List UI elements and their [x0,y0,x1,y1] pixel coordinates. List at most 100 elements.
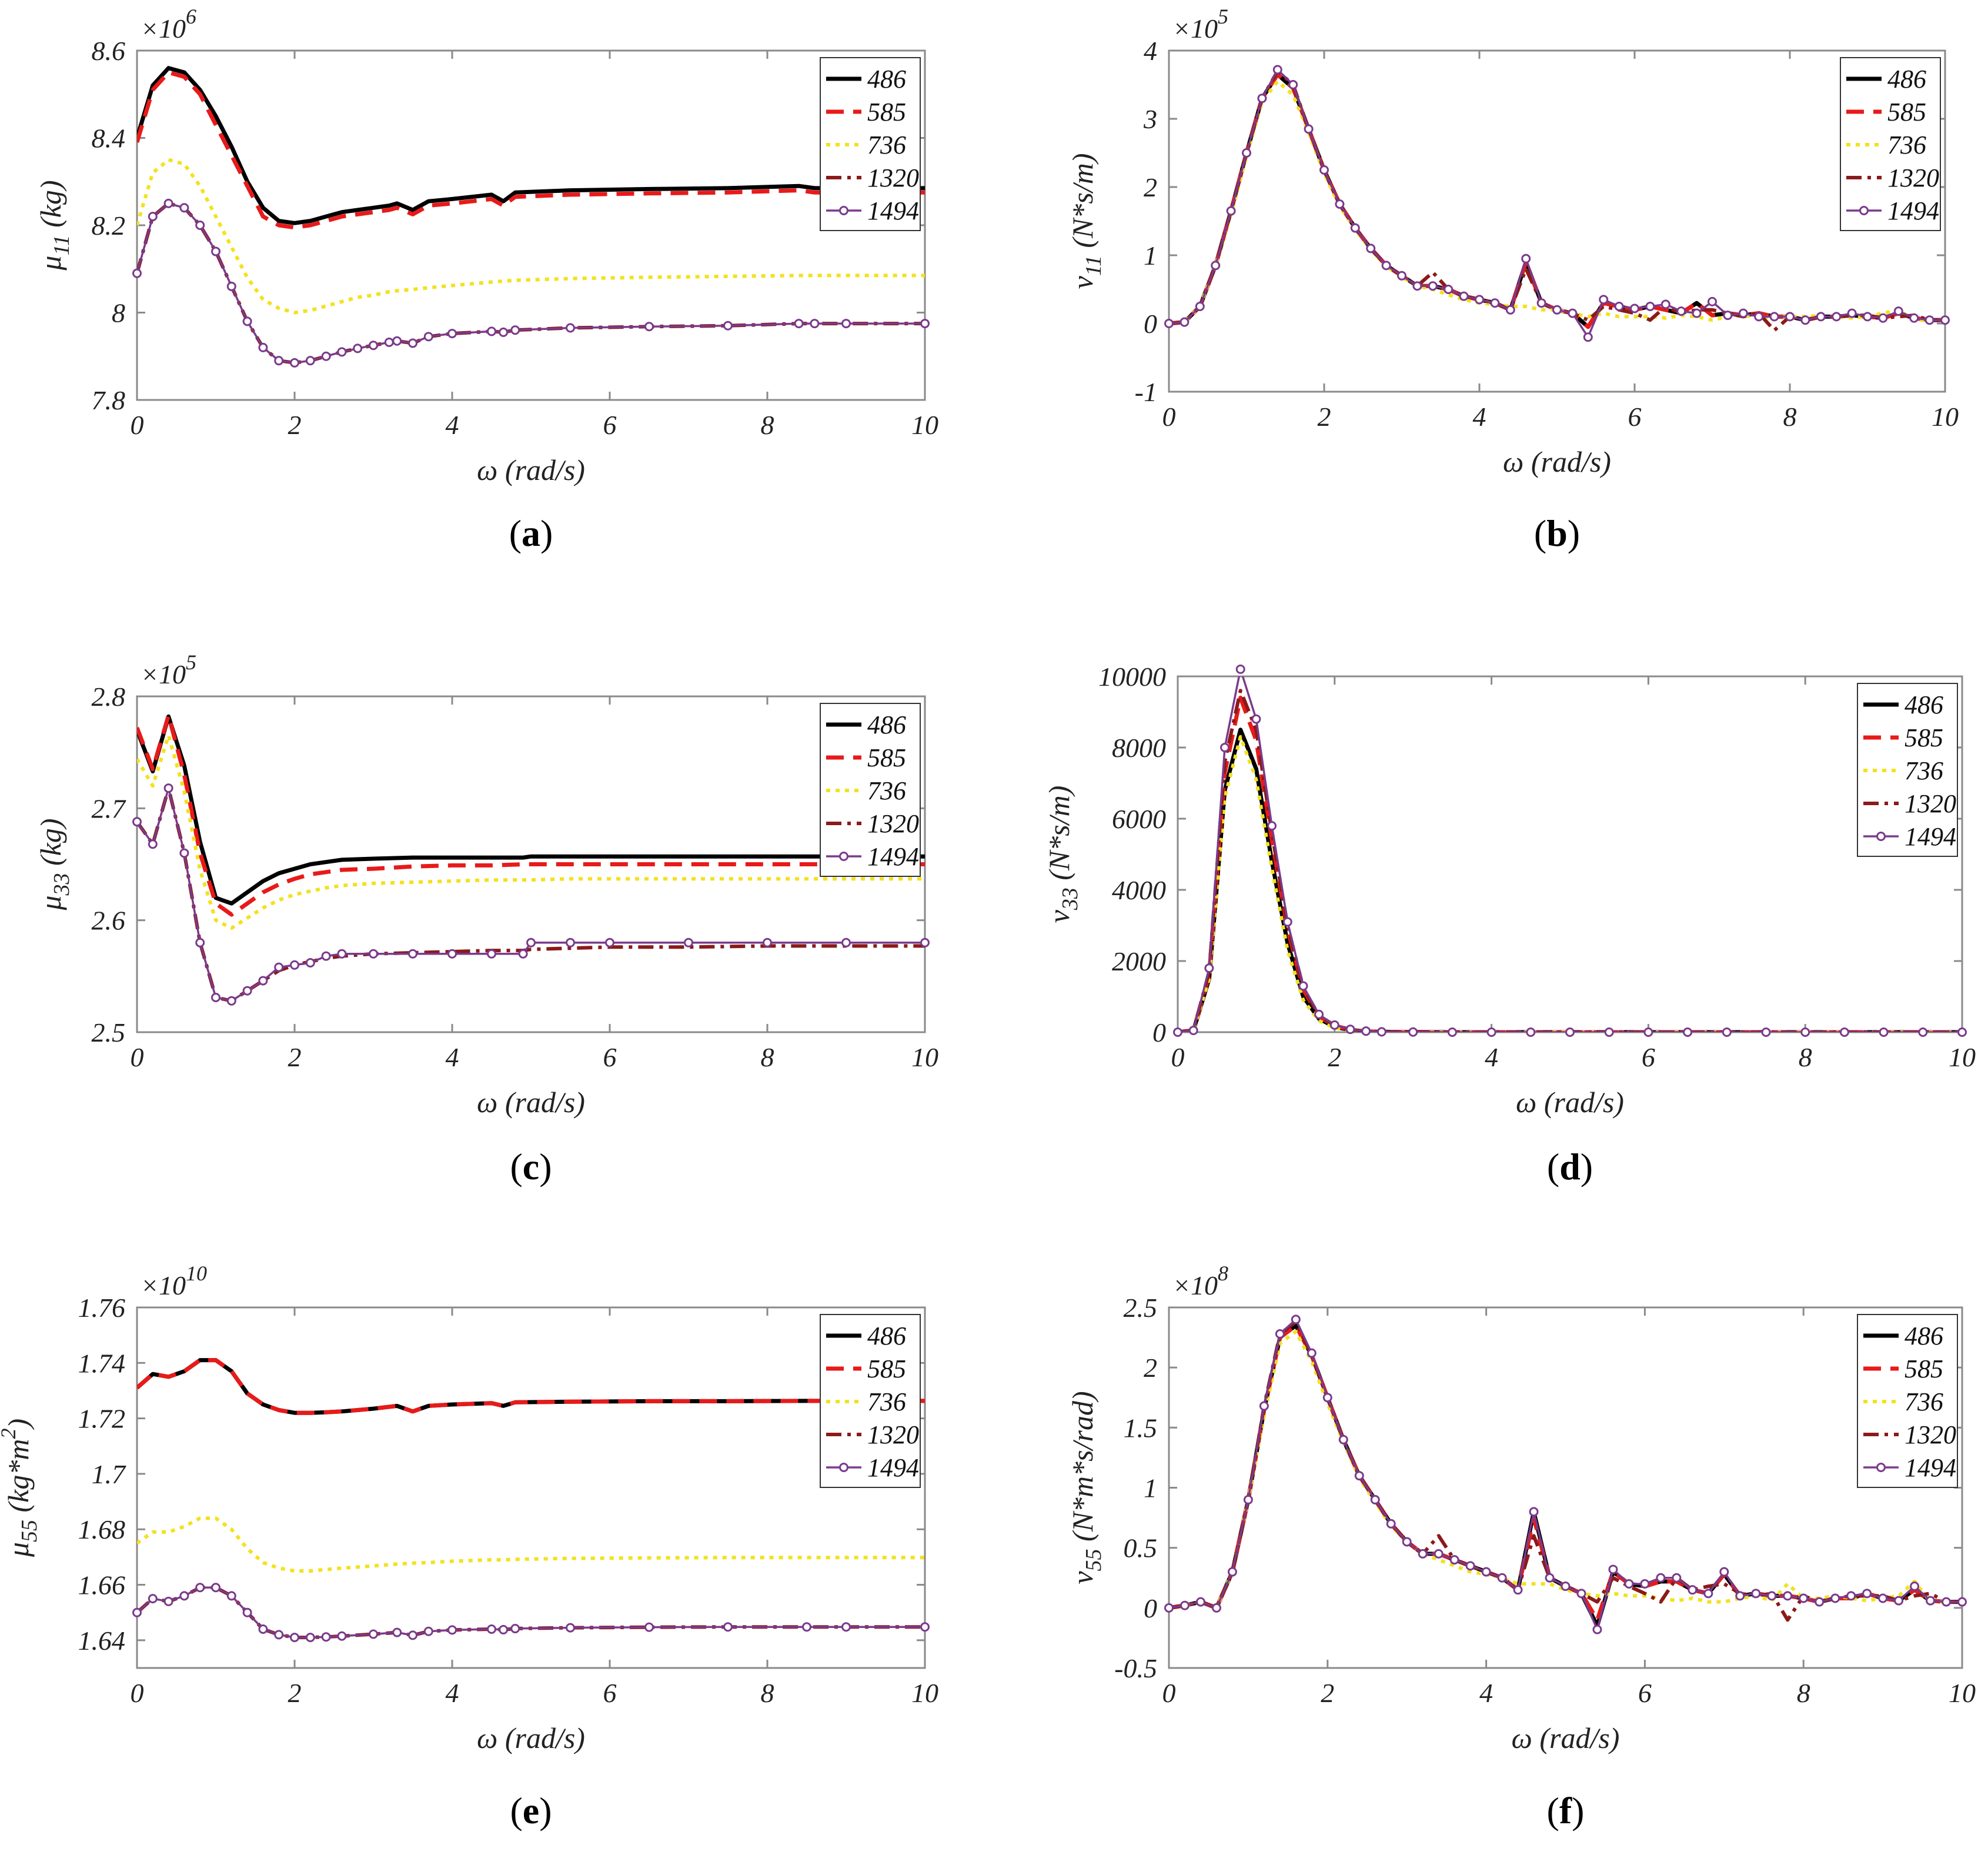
series-point-1494 [1526,1027,1536,1037]
series-point-1494 [195,1583,205,1593]
series-point-1494 [1599,295,1609,305]
panel-caption: (f) [1547,1790,1585,1831]
series-point-1494 [518,949,528,959]
series-point-1494 [1672,1573,1682,1583]
x-tick-label: 2 [1321,1678,1334,1708]
series-point-1494 [305,1633,315,1643]
legend-label: 486 [1905,690,1943,719]
series-point-1494 [1447,1027,1457,1037]
series-point-1494 [1957,1027,1967,1037]
series-point-1494 [1909,313,1919,323]
series-point-1494 [1195,1597,1205,1607]
series-point-1494 [499,327,509,337]
x-tick-label: 8 [761,1042,774,1072]
panel-caption: (d) [1547,1146,1593,1187]
series-point-1494 [1298,981,1308,991]
y-tick-label: 2 [1144,172,1157,202]
legend-marker-1494 [839,206,848,215]
series-point-1494 [1444,285,1454,294]
series-point-1494 [226,996,236,1006]
series-point-1494 [566,1623,575,1633]
series-point-1494 [1683,1027,1693,1037]
series-point-1494 [1361,1026,1371,1036]
x-tick-label: 8 [761,1678,774,1708]
legend-label: 736 [867,131,906,159]
y-tick-label: 1 [1144,1473,1157,1503]
series-point-1494 [1180,317,1190,327]
y-tick-label: 1.76 [78,1293,126,1323]
chart-panel-e: 0 2 4 6 8 10 1.64 1.66 1.68 1.7 1.72 1.74 1.76 ×1010 ω… [0,1262,938,1831]
series-point-1494 [1799,1593,1809,1603]
series-point-1494 [1816,312,1826,322]
series-point-1494 [1918,1027,1928,1037]
x-tick-label: 6 [1642,1042,1655,1072]
series-point-1494 [1481,1567,1491,1577]
series-point-1494 [148,839,158,849]
series-point-1494 [179,203,189,213]
series-point-1494 [321,1632,331,1642]
x-tick-label: 10 [911,1042,938,1072]
x-tick-label: 10 [911,410,938,440]
y-tick-label: 8000 [1112,733,1166,763]
series-point-1494 [148,1594,158,1604]
series-point-1494 [1783,1591,1793,1601]
series-point-1494 [1645,302,1655,311]
series-point-1494 [369,341,378,351]
legend-label: 1320 [867,1420,919,1449]
plot-frame [136,49,926,401]
panel-caption: (c) [510,1146,552,1187]
series-point-1494 [1164,1603,1174,1613]
y-tick-label: -0.5 [1114,1653,1157,1683]
series-point-1494 [723,321,733,331]
series-point-1494 [1335,199,1345,209]
series-point-1494 [841,319,851,329]
series-point-1494 [1275,1329,1285,1339]
series-line-585 [137,1358,925,1415]
series-point-1494 [1878,313,1888,323]
series-point-1494 [1630,303,1639,313]
series-point-1494 [195,221,205,230]
series-point-1494 [1688,1585,1698,1595]
legend-marker-1494 [1859,206,1869,215]
y-axis-label: μ55 (kg*m2) [0,1419,42,1557]
series-point-1494 [447,1625,457,1635]
series-point-1494 [258,976,268,986]
legend-label: 585 [1905,723,1943,752]
series-point-1494 [920,319,930,329]
x-tick-label: 2 [288,410,302,440]
series-point-1494 [423,332,433,342]
series-point-1494 [1235,664,1245,674]
series-point-1494 [274,1630,284,1640]
series-point-1494 [1940,315,1950,325]
series-line-736 [137,1516,925,1573]
legend-label: 736 [867,1387,906,1416]
legend-marker-1494 [1876,1463,1886,1472]
series-point-1494 [1257,94,1267,104]
legend-label: 486 [867,65,906,94]
series-point-1494 [1418,1549,1428,1559]
series-point-1494 [1272,65,1282,75]
series-line-585 [137,713,925,917]
series-point-1494 [1366,243,1376,253]
x-tick-label: 6 [1628,402,1642,432]
series-point-1494 [408,949,417,959]
y-tick-label: 8.2 [92,211,126,241]
x-tick-label: 4 [1479,1678,1493,1708]
series-point-1494 [447,329,457,339]
legend-label: 585 [1887,98,1926,126]
series-point-1494 [487,326,496,336]
series-point-1494 [1486,1027,1496,1037]
series-point-1494 [1259,1401,1269,1411]
series-point-1494 [1568,308,1578,318]
legend-label: 1494 [867,1453,919,1482]
x-tick-label: 2 [1318,402,1331,432]
series-point-1494 [1434,1549,1444,1559]
x-tick-label: 0 [131,1042,144,1072]
series-point-1494 [179,848,189,858]
series-point-1494 [510,325,520,335]
series-point-1494 [1893,306,1903,316]
series-point-1494 [1624,1579,1634,1589]
series-line-736 [1169,79,1945,325]
y-axis-label: ν55 (N*m*s/rad) [1066,1391,1106,1584]
